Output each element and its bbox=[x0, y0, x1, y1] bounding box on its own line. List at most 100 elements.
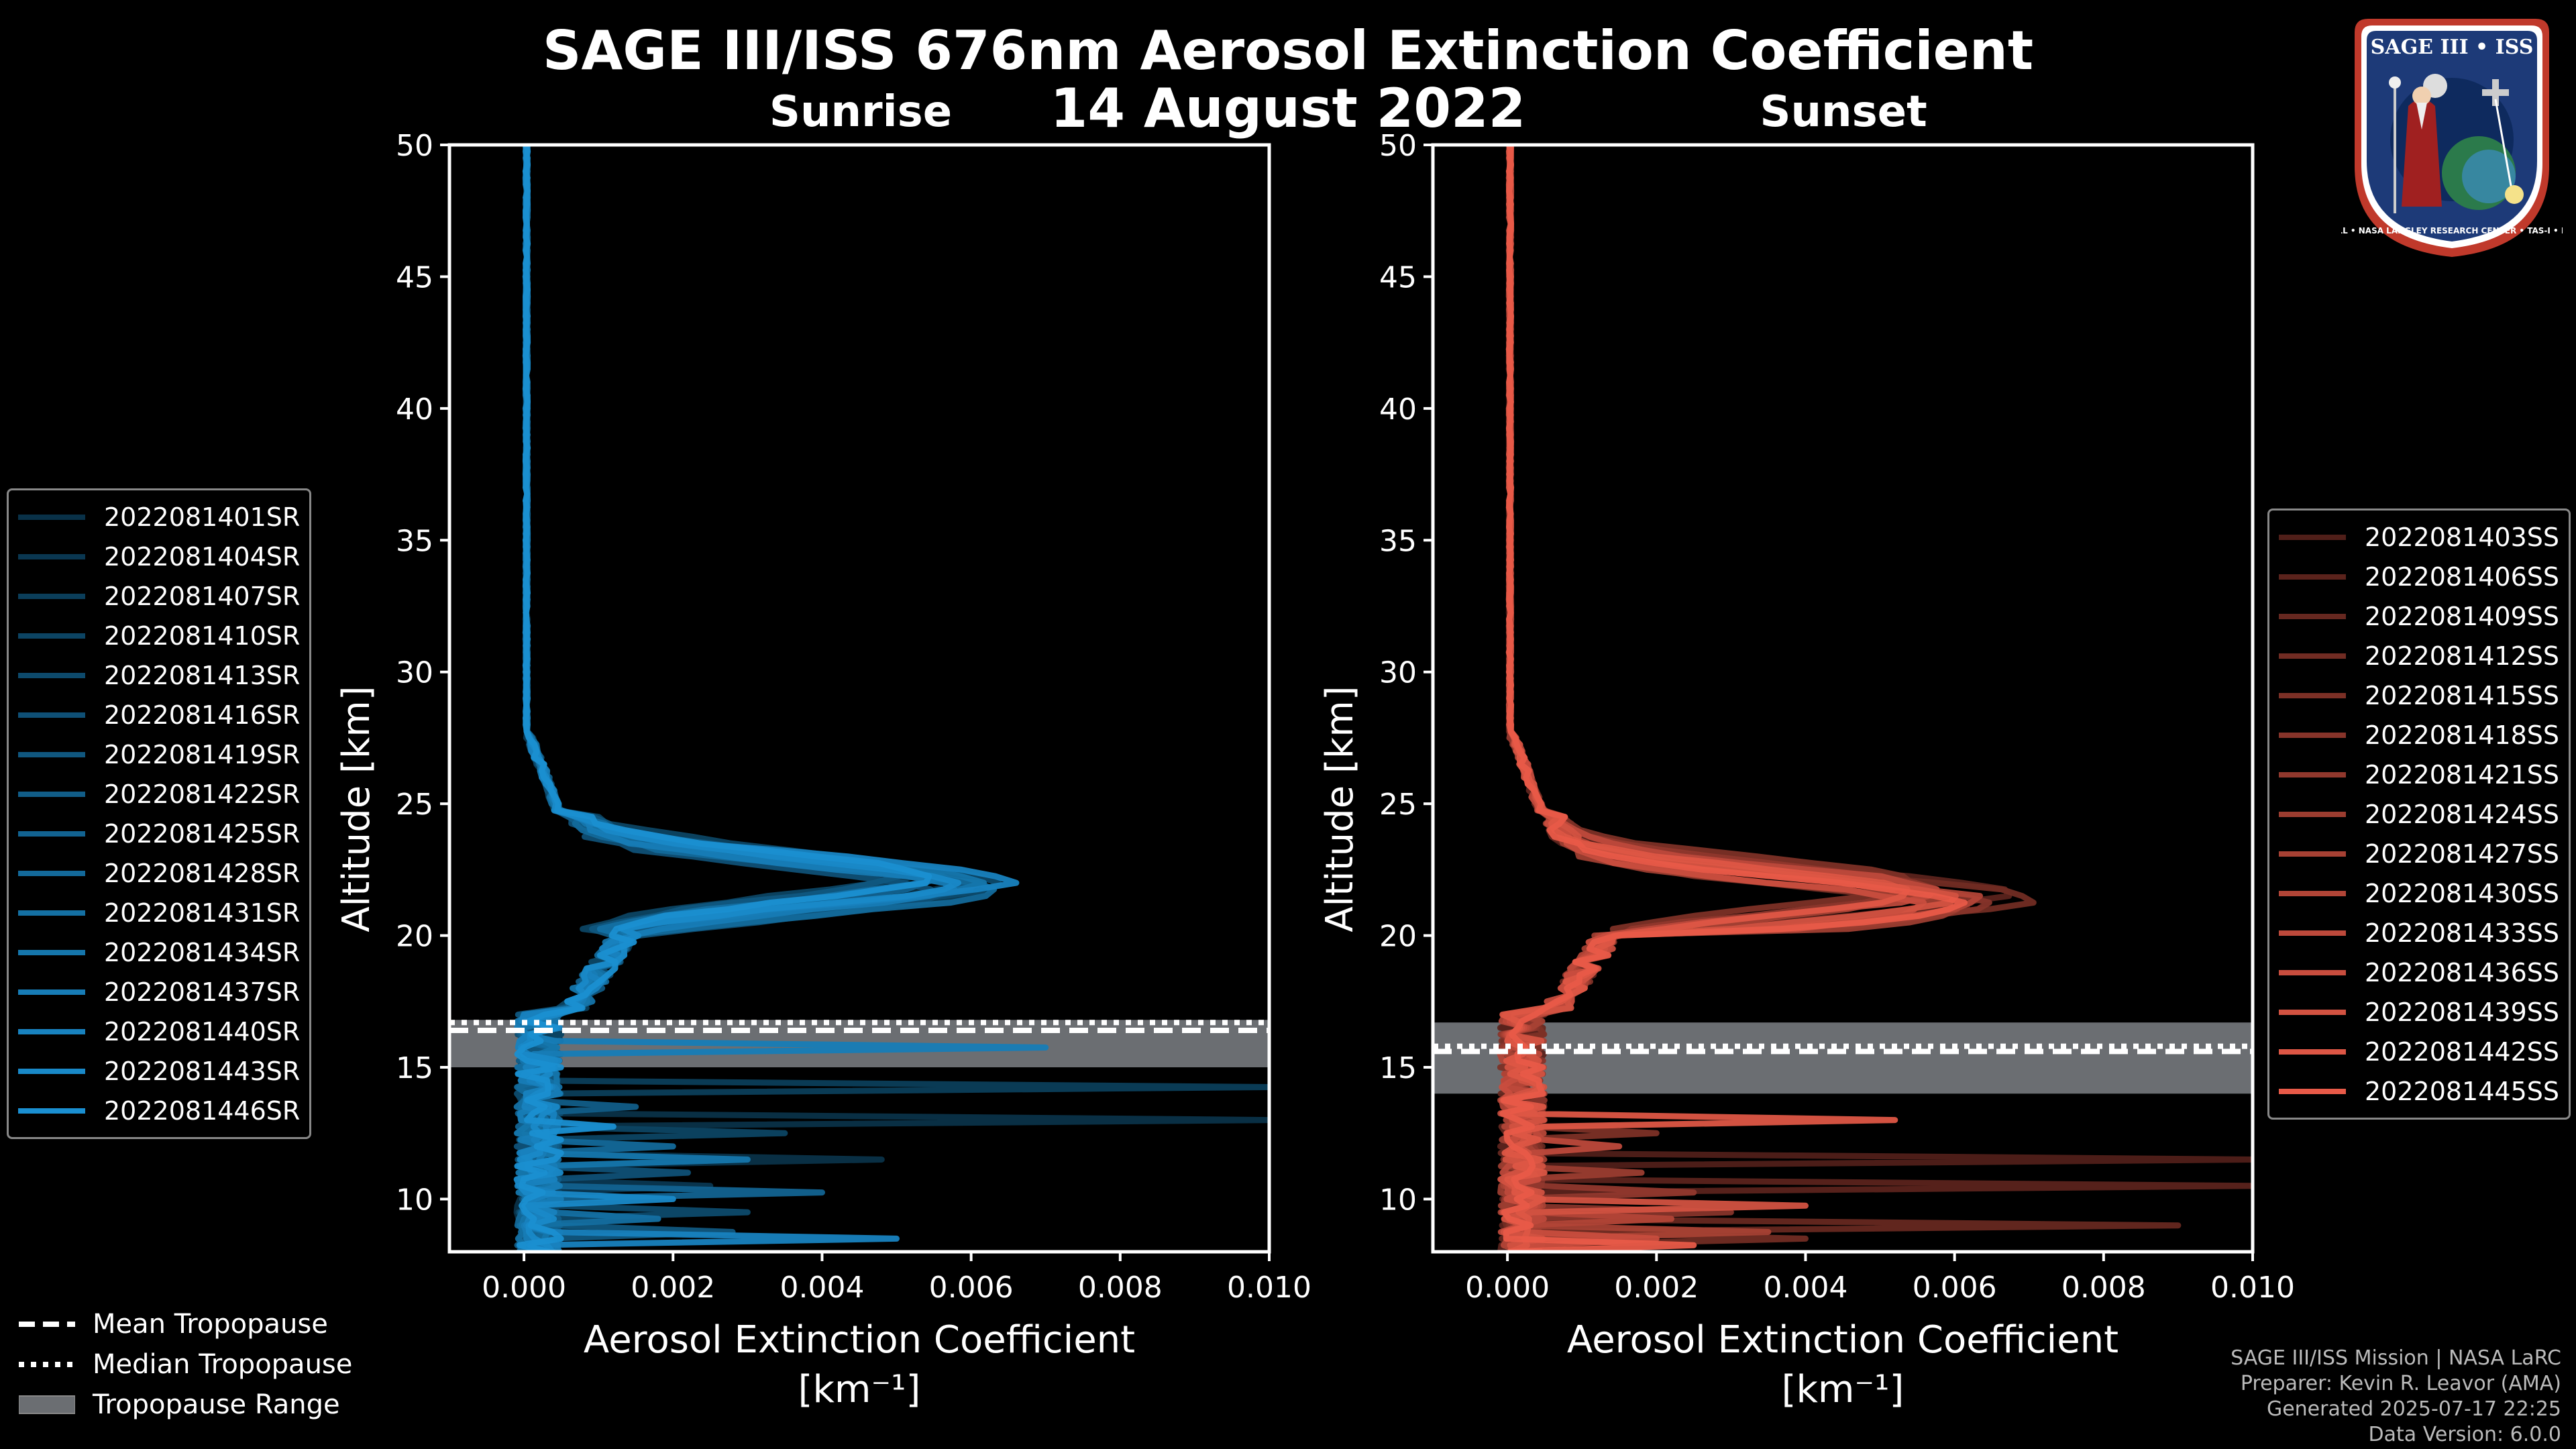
x-tick-label: 0.000 bbox=[1465, 1271, 1550, 1305]
y-tick-label: 45 bbox=[1379, 260, 1417, 294]
legend-label: 2022081407SR bbox=[104, 581, 301, 611]
legend-item: 2022081430SS bbox=[2279, 873, 2559, 913]
legend-swatch bbox=[2279, 1009, 2346, 1015]
legend-label: 2022081430SS bbox=[2365, 878, 2560, 908]
y-tick-label: 25 bbox=[396, 788, 433, 822]
legend-label: 2022081409SS bbox=[2365, 601, 2560, 631]
legend-item: 2022081445SS bbox=[2279, 1071, 2559, 1111]
y-tick-label: 20 bbox=[1379, 920, 1417, 954]
sunrise-legend: 2022081401SR 2022081404SR 2022081407SR 2022… bbox=[7, 488, 312, 1139]
legend-item: 2022081439SS bbox=[2279, 992, 2559, 1032]
legend-label: 2022081404SR bbox=[104, 541, 301, 572]
legend-label: 2022081427SS bbox=[2365, 839, 2560, 869]
legend-item: 2022081419SR bbox=[18, 735, 300, 774]
legend-swatch bbox=[2279, 851, 2346, 857]
legend-item: 2022081433SS bbox=[2279, 913, 2559, 953]
legend-label: 2022081413SR bbox=[104, 660, 301, 690]
legend-swatch bbox=[2279, 1049, 2346, 1055]
legend-label: 2022081436SS bbox=[2365, 957, 2560, 987]
x-tick-label: 0.006 bbox=[1913, 1271, 1997, 1305]
tropopause-range-label: Tropopause Range bbox=[93, 1389, 340, 1420]
sunset-subtitle: Sunset bbox=[1760, 87, 1927, 137]
sunrise-panel: 0.000 0.002 0.004 0.006 0.008 0.010 10 15 20 25 30… bbox=[335, 129, 1311, 1411]
profile-line-2022081446SR bbox=[514, 145, 932, 1252]
x-tick-label: 0.008 bbox=[1078, 1271, 1163, 1305]
legend-label: 2022081440SR bbox=[104, 1016, 301, 1046]
legend-swatch bbox=[18, 830, 85, 837]
legend-label: 2022081415SS bbox=[2365, 680, 2560, 710]
legend-item: 2022081427SS bbox=[2279, 834, 2559, 873]
legend-item: 2022081425SR bbox=[18, 814, 300, 853]
legend-item: 2022081406SS bbox=[2279, 557, 2559, 596]
legend-label: 2022081433SS bbox=[2365, 918, 2560, 948]
y-tick-label: 30 bbox=[396, 656, 433, 690]
legend-item: 2022081428SR bbox=[18, 853, 300, 893]
legend-label: 2022081418SS bbox=[2365, 720, 2560, 750]
legend-item: 2022081415SS bbox=[2279, 676, 2559, 715]
legend-label: 2022081445SS bbox=[2365, 1076, 2560, 1106]
legend-swatch bbox=[2279, 732, 2346, 738]
y-tick-label: 50 bbox=[1379, 129, 1417, 163]
legend-label: 2022081406SS bbox=[2365, 561, 2560, 592]
sunset-legend: 2022081403SS 2022081406SS 2022081409SS 2022… bbox=[2267, 508, 2571, 1120]
legend-swatch bbox=[2279, 653, 2346, 659]
legend-item: 2022081442SS bbox=[2279, 1032, 2559, 1071]
mean-tropopause-swatch bbox=[19, 1314, 75, 1334]
legend-label: 2022081428SR bbox=[104, 858, 301, 888]
legend-label: 2022081442SS bbox=[2365, 1036, 2560, 1067]
legend-swatch bbox=[18, 989, 85, 995]
y-tick-label: 30 bbox=[1379, 656, 1417, 690]
legend-label: 2022081410SR bbox=[104, 621, 301, 651]
x-tick-label: 0.010 bbox=[1227, 1271, 1311, 1305]
legend-label: 2022081431SR bbox=[104, 898, 301, 928]
legend-swatch bbox=[18, 910, 85, 916]
legend-swatch bbox=[2279, 811, 2346, 817]
legend-swatch bbox=[2279, 692, 2346, 698]
legend-swatch bbox=[18, 1108, 85, 1114]
legend-item: 2022081416SR bbox=[18, 695, 300, 735]
legend-item: 2022081418SS bbox=[2279, 715, 2559, 755]
median-tropopause-swatch bbox=[19, 1354, 75, 1375]
legend-item: 2022081412SS bbox=[2279, 636, 2559, 676]
x-tick-label: 0.004 bbox=[1763, 1271, 1847, 1305]
legend-item: 2022081436SS bbox=[2279, 953, 2559, 992]
sunset-panel: 0.000 0.002 0.004 0.006 0.008 0.010 10 15 20 25 30… bbox=[1318, 129, 2295, 1411]
y-tick-label: 50 bbox=[396, 129, 433, 163]
legend-label: 2022081422SR bbox=[104, 779, 301, 809]
legend-item: 2022081409SS bbox=[2279, 596, 2559, 636]
legend-item: 2022081446SR bbox=[18, 1091, 300, 1130]
legend-label: 2022081416SR bbox=[104, 700, 301, 730]
tropopause-range-band bbox=[1433, 1022, 2253, 1094]
credit-line: Data Version: 6.0.0 bbox=[2368, 1423, 2561, 1446]
legend-label: 2022081421SS bbox=[2365, 759, 2560, 790]
y-axis-label: Altitude [km] bbox=[1318, 686, 1362, 932]
legend-label: 2022081425SR bbox=[104, 818, 301, 849]
legend-swatch bbox=[18, 1068, 85, 1074]
y-tick-label: 10 bbox=[396, 1183, 433, 1217]
legend-item: 2022081422SR bbox=[18, 774, 300, 814]
legend-item: 2022081413SR bbox=[18, 655, 300, 695]
legend-swatch bbox=[18, 593, 85, 599]
legend-label: 2022081419SR bbox=[104, 739, 301, 769]
y-tick-label: 35 bbox=[396, 524, 433, 558]
legend-swatch bbox=[18, 870, 85, 876]
x-axis-label: Aerosol Extinction Coefficient bbox=[584, 1318, 1135, 1362]
legend-swatch bbox=[18, 672, 85, 678]
legend-item: 2022081401SR bbox=[18, 497, 300, 537]
legend-swatch bbox=[2279, 574, 2346, 580]
x-axis-unit: [km⁻¹] bbox=[1782, 1368, 1904, 1411]
y-tick-label: 15 bbox=[1379, 1051, 1417, 1085]
legend-swatch bbox=[2279, 613, 2346, 619]
profile-line-2022081407SR bbox=[516, 145, 1269, 1252]
legend-label: 2022081401SR bbox=[104, 502, 301, 532]
logo-text: SAGE III • ISS bbox=[2371, 36, 2534, 59]
legend-swatch bbox=[18, 751, 85, 757]
credits: SAGE III/ISS Mission | NASA LaRC Prepare… bbox=[2231, 1346, 2561, 1448]
y-tick-label: 15 bbox=[396, 1051, 433, 1085]
chart-date: 14 August 2022 bbox=[1050, 77, 1526, 140]
x-axis-label: Aerosol Extinction Coefficient bbox=[1567, 1318, 2118, 1362]
y-tick-label: 10 bbox=[1379, 1183, 1417, 1217]
x-tick-label: 0.002 bbox=[1614, 1271, 1699, 1305]
legend-label: 2022081437SR bbox=[104, 977, 301, 1007]
